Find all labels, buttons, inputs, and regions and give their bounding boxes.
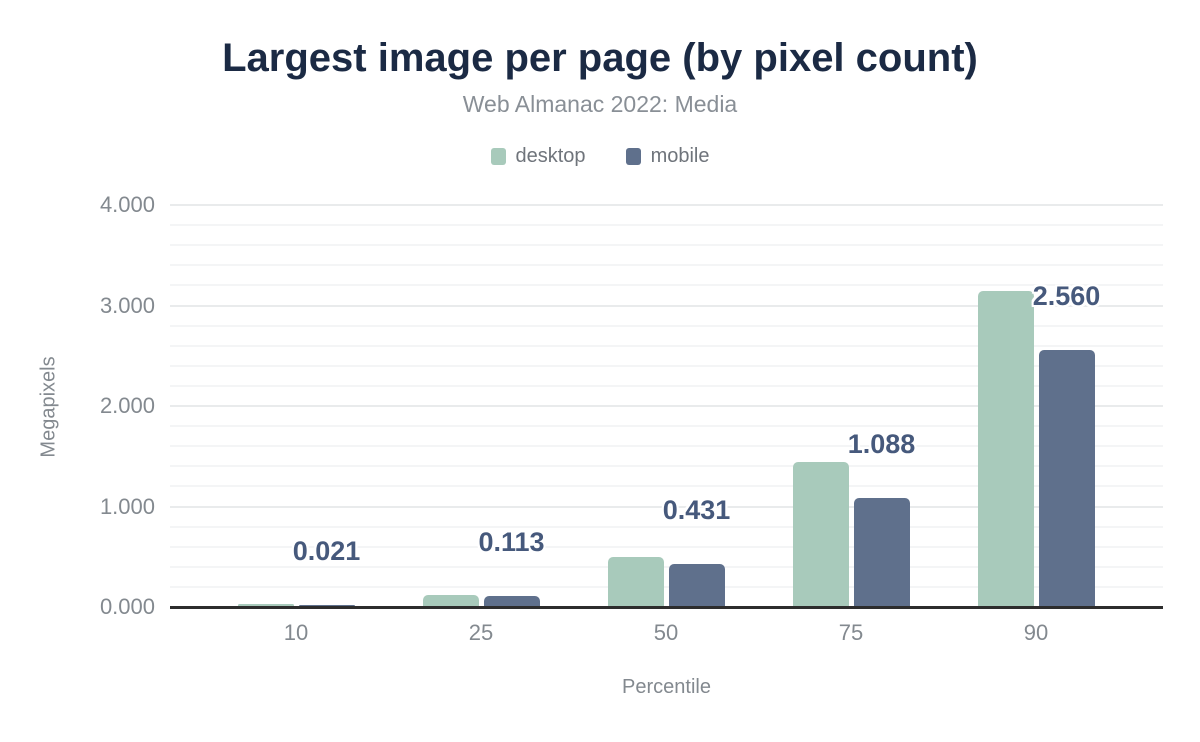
x-axis-line [170,606,1163,609]
gridline-minor [170,445,1163,448]
legend: desktop mobile [0,145,1200,168]
legend-swatch-mobile [625,148,641,165]
data-label-mobile-p75: 1.088 [847,428,916,459]
data-labels-layer: 0.021 0.113 0.431 1.088 2.560 [170,205,1163,607]
bar-desktop-p75 [792,462,849,607]
gridline-major [170,204,1163,206]
bar-desktop-p90 [977,291,1034,607]
legend-swatch-desktop [490,148,506,165]
gridline-minor [170,425,1163,428]
data-label-mobile-p50: 0.431 [662,494,731,525]
y-tick-label: 3.000 [99,292,155,318]
gridline-minor [170,324,1163,327]
gridlines-layer [170,204,1163,607]
legend-label-desktop: desktop [515,145,586,167]
y-tick-label: 1.000 [99,493,155,519]
gridline-minor [170,284,1163,287]
x-axis-ticks: 10 25 50 75 90 [170,620,1163,650]
bar-mobile-p90 [1038,349,1095,607]
bar-mobile-p10 [298,604,355,607]
gridline-minor [170,224,1163,227]
bar-mobile-p50 [668,563,725,607]
data-label-mobile-p90: 2.560 [1032,280,1101,311]
x-tick-label-50: 50 [653,620,679,645]
gridline-minor [170,545,1163,548]
bar-mobile-p25 [483,595,540,607]
gridline-minor [170,465,1163,468]
x-tick-label-75: 75 [838,620,864,645]
gridline-major [170,405,1163,407]
gridline-minor [170,364,1163,367]
chart-subtitle: Web Almanac 2022: Media [462,91,738,117]
bar-desktop-p50 [607,556,664,607]
legend-label-mobile: mobile [650,145,710,167]
gridline-minor [170,384,1163,387]
bar-mobile-p75 [853,497,910,607]
data-label-mobile-p10: 0.021 [292,535,361,566]
gridline-minor [170,585,1163,588]
bar-desktop-p10 [237,604,294,607]
gridline-minor [170,244,1163,247]
gridline-minor [170,525,1163,528]
chart-title: Largest image per page (by pixel count) [222,36,978,80]
gridline-major [170,304,1163,307]
data-label-mobile-p25: 0.113 [478,526,545,557]
gridline-minor [170,565,1163,568]
legend-item-desktop: desktop [490,145,586,168]
gridline-major [170,505,1163,508]
x-axis-title: Percentile [622,676,711,698]
bars-layer [170,205,1163,609]
y-tick-label: 2.000 [99,393,155,418]
gridline-minor [170,485,1163,488]
x-tick-label-10: 10 [283,620,309,645]
bar-desktop-p25 [422,594,479,607]
y-axis-ticks: 0.000 1.000 2.000 3.000 4.000 [0,192,155,619]
legend-item-mobile: mobile [625,145,710,168]
x-tick-label-90: 90 [1023,620,1049,645]
gridline-minor [170,264,1163,267]
x-tick-label-25: 25 [468,620,494,645]
gridline-minor [170,344,1163,347]
y-tick-label: 4.000 [99,192,155,217]
y-tick-label: 0.000 [99,594,155,619]
